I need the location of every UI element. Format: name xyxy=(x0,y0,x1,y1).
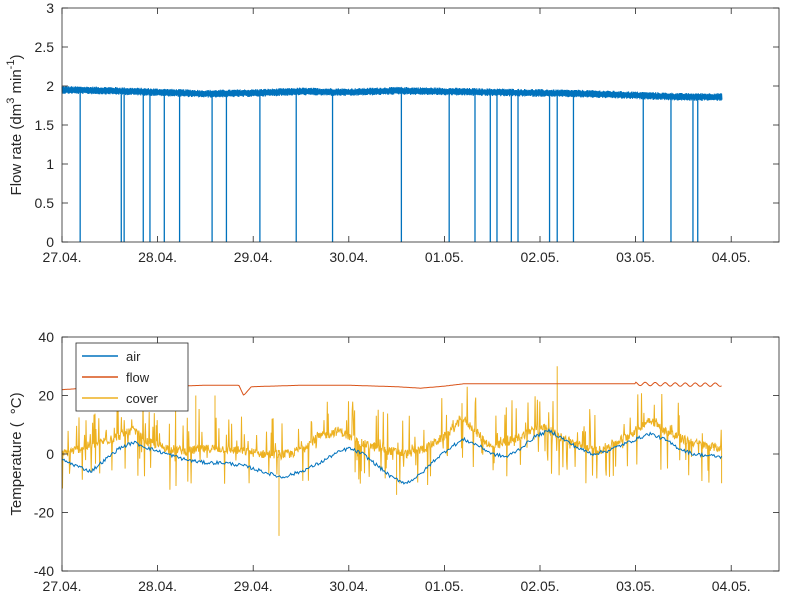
flow-rate-x-tick-label: 27.04. xyxy=(43,249,82,265)
flow-rate-y-ticks: 0 0.5 1 1.5 2 2.5 3 xyxy=(35,0,779,250)
flow-rate-y-tick-label: 0.5 xyxy=(35,195,55,211)
flow-rate-x-ticks: 27.04. 28.04. 29.04. 30.04. 01.05. 02.05. 03.0… xyxy=(43,8,751,265)
temperature-x-tick-label: 28.04. xyxy=(138,578,177,594)
temperature-series-air xyxy=(61,427,723,485)
temperature-x-tick-label: 01.05. xyxy=(425,578,464,594)
flow-rate-x-tick-label: 28.04. xyxy=(138,249,177,265)
temperature-x-ticks: 27.04. 28.04. 29.04. 30.04. 01.05. 02.05. 03.0… xyxy=(43,337,751,594)
temperature-y-tick-label: -20 xyxy=(34,505,54,521)
temperature-legend: air flow cover xyxy=(75,342,189,412)
temperature-y-tick-label: -40 xyxy=(34,563,54,579)
temperature-y-ticks: -40 -20 0 20 40 xyxy=(34,329,779,579)
temperature-x-tick-label: 27.04. xyxy=(43,578,82,594)
temperature-y-tick-label: 40 xyxy=(38,329,54,345)
flow-rate-y-tick-label: 0 xyxy=(46,234,54,250)
temperature-x-tick-label: 02.05. xyxy=(521,578,560,594)
flow-rate-y-tick-label: 2 xyxy=(46,78,54,94)
temperature-series-cover xyxy=(61,366,723,536)
temperature-x-tick-label: 04.05. xyxy=(712,578,751,594)
legend-label-flow: flow xyxy=(126,370,150,385)
flow-rate-x-tick-label: 29.04. xyxy=(234,249,273,265)
flow-rate-x-tick-label: 30.04. xyxy=(329,249,368,265)
temperature-y-axis-label: Temperature (°C) xyxy=(8,392,25,515)
flow-rate-x-tick-label: 04.05. xyxy=(712,249,751,265)
flow-rate-y-tick-label: 2.5 xyxy=(35,39,55,55)
flow-rate-plot-area xyxy=(61,86,723,242)
temperature-panel: -40 -20 0 20 40 27.04. 28.04. 29.04. 30.04. 01.0… xyxy=(8,329,780,594)
temperature-x-tick-label: 29.04. xyxy=(234,578,273,594)
temperature-x-tick-label: 30.04. xyxy=(329,578,368,594)
temperature-y-tick-label: 20 xyxy=(38,388,54,404)
flow-rate-y-tick-label: 3 xyxy=(46,0,54,16)
temperature-x-tick-label: 03.05. xyxy=(616,578,655,594)
flow-rate-y-axis-label: Flow rate (dm3 min-1) xyxy=(5,55,25,196)
flow-rate-x-tick-label: 01.05. xyxy=(425,249,464,265)
flow-rate-y-tick-label: 1 xyxy=(46,156,54,172)
temperature-y-tick-label: 0 xyxy=(46,446,54,462)
flow-rate-x-tick-label: 02.05. xyxy=(521,249,560,265)
flow-rate-x-tick-label: 03.05. xyxy=(616,249,655,265)
legend-label-cover: cover xyxy=(126,391,158,406)
flow-rate-series-line xyxy=(61,86,723,101)
flow-rate-y-tick-label: 1.5 xyxy=(35,117,55,133)
flow-rate-panel: 0 0.5 1 1.5 2 2.5 3 27.04. 28.04. 29.04. 30.04. 01… xyxy=(5,0,780,265)
legend-label-air: air xyxy=(126,349,141,364)
